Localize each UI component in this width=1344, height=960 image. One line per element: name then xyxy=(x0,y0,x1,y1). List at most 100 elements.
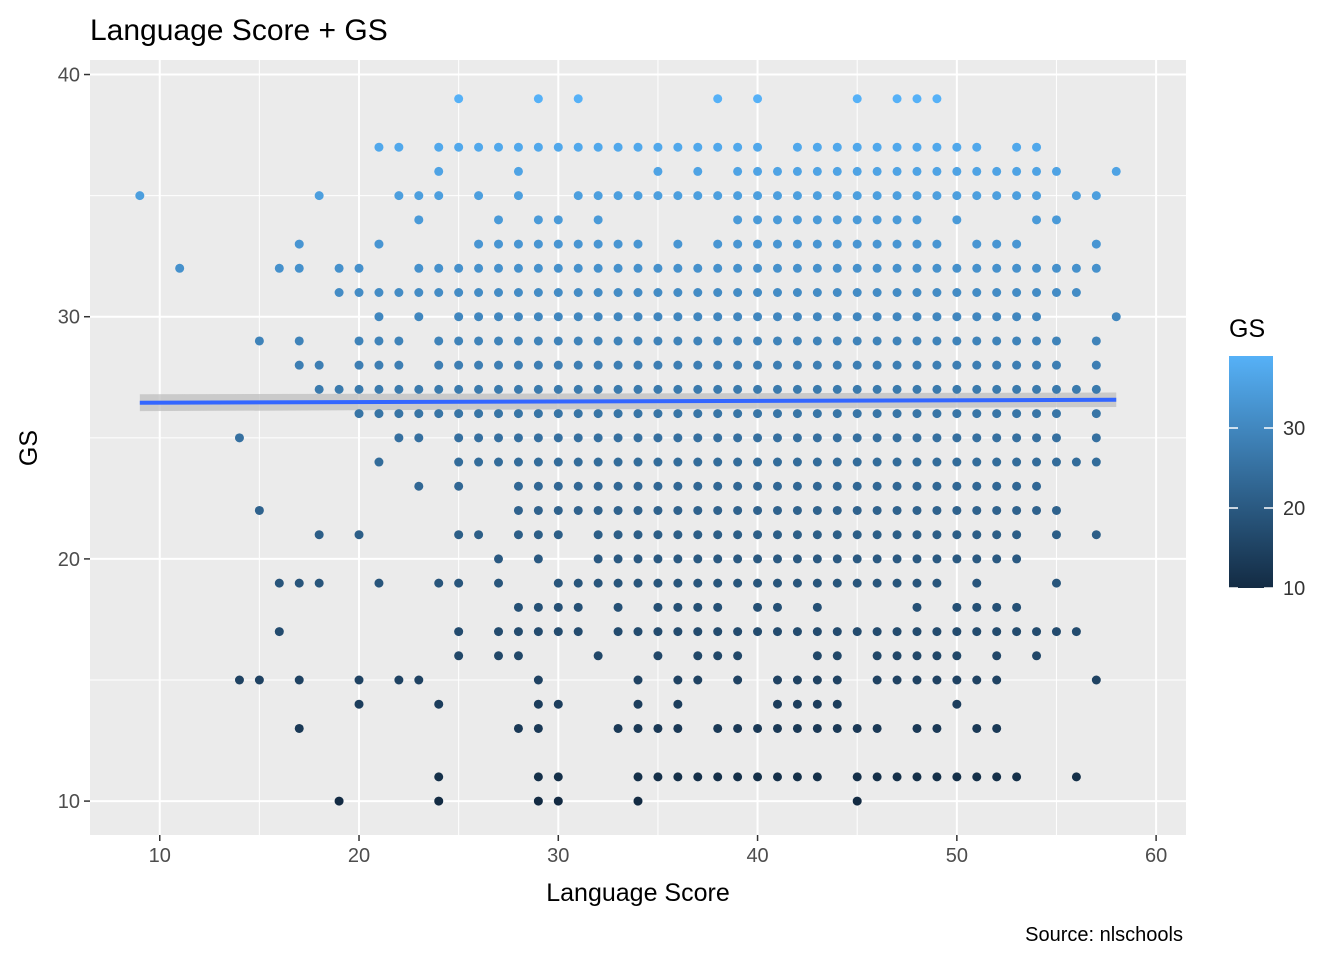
data-point xyxy=(434,336,444,346)
data-point xyxy=(912,288,922,297)
data-point xyxy=(553,215,563,225)
data-point xyxy=(772,481,782,491)
data-point xyxy=(633,723,643,733)
data-point xyxy=(693,554,703,564)
data-point xyxy=(673,481,683,491)
data-point xyxy=(852,312,862,322)
data-point xyxy=(1032,142,1042,152)
data-point xyxy=(693,191,703,201)
data-point xyxy=(454,433,464,443)
data-point xyxy=(633,191,643,201)
data-point xyxy=(474,409,484,419)
x-axis-title: Language Score xyxy=(546,879,729,907)
data-point xyxy=(513,360,523,370)
data-point xyxy=(653,723,663,733)
data-point xyxy=(852,433,862,443)
data-point xyxy=(494,360,504,370)
y-tick-label: 40 xyxy=(58,65,80,87)
data-point xyxy=(1032,433,1042,443)
data-point xyxy=(454,530,464,540)
data-point xyxy=(653,288,663,297)
data-point xyxy=(653,384,663,394)
data-point xyxy=(713,384,723,394)
data-point xyxy=(733,360,743,370)
data-point xyxy=(533,215,543,225)
data-point xyxy=(633,433,643,443)
data-point xyxy=(812,336,822,346)
data-point xyxy=(733,384,743,394)
data-point xyxy=(713,288,723,297)
data-point xyxy=(952,142,962,152)
data-point xyxy=(653,312,663,322)
legend-label: 20 xyxy=(1283,498,1305,520)
data-point xyxy=(952,384,962,394)
data-point xyxy=(753,263,763,273)
data-point xyxy=(494,554,504,564)
data-point xyxy=(653,651,663,661)
data-point xyxy=(633,409,643,419)
data-point xyxy=(1032,263,1042,273)
data-point xyxy=(932,312,942,322)
data-point xyxy=(872,288,882,297)
data-point xyxy=(633,312,643,322)
data-point xyxy=(633,530,643,540)
data-point xyxy=(812,578,822,588)
data-point xyxy=(673,191,683,201)
data-point xyxy=(812,481,822,491)
data-point xyxy=(733,409,743,419)
data-point xyxy=(772,772,782,782)
data-point xyxy=(1051,384,1061,394)
data-point xyxy=(952,409,962,419)
data-point xyxy=(494,263,504,273)
data-point xyxy=(892,142,902,152)
data-point xyxy=(1032,166,1042,176)
x-tick-label: 60 xyxy=(1145,845,1167,867)
data-point xyxy=(952,530,962,540)
data-point xyxy=(713,554,723,564)
data-point xyxy=(533,505,543,515)
data-point xyxy=(553,578,563,588)
data-point xyxy=(474,530,484,540)
data-point xyxy=(593,530,603,540)
data-point xyxy=(1051,336,1061,346)
data-point xyxy=(832,578,842,588)
data-point xyxy=(1032,384,1042,394)
data-point xyxy=(693,288,703,297)
data-point xyxy=(792,578,802,588)
data-point xyxy=(832,505,842,515)
data-point xyxy=(1012,384,1022,394)
data-point xyxy=(454,288,464,297)
data-point xyxy=(374,360,384,370)
data-point xyxy=(513,409,523,419)
data-point xyxy=(494,433,504,443)
data-point xyxy=(434,360,444,370)
data-point xyxy=(792,481,802,491)
data-point xyxy=(892,675,902,685)
data-point xyxy=(653,409,663,419)
data-point xyxy=(812,457,822,467)
data-point xyxy=(673,578,683,588)
data-point xyxy=(1071,191,1081,201)
data-point xyxy=(613,288,623,297)
data-point xyxy=(832,530,842,540)
data-point xyxy=(792,312,802,322)
data-point xyxy=(812,360,822,370)
data-point xyxy=(932,627,942,637)
y-axis: 10 20 30 40 xyxy=(58,65,90,813)
data-point xyxy=(434,578,444,588)
data-point xyxy=(1071,288,1081,297)
data-point xyxy=(892,215,902,225)
data-point xyxy=(454,94,464,104)
data-point xyxy=(254,675,264,685)
data-point xyxy=(1051,627,1061,637)
data-point xyxy=(573,505,583,515)
data-point xyxy=(394,384,404,394)
data-point xyxy=(852,263,862,273)
data-point xyxy=(892,263,902,273)
data-point xyxy=(613,627,623,637)
data-point xyxy=(613,336,623,346)
data-point xyxy=(175,263,185,273)
data-point xyxy=(992,312,1002,322)
data-point xyxy=(713,312,723,322)
data-point xyxy=(812,312,822,322)
